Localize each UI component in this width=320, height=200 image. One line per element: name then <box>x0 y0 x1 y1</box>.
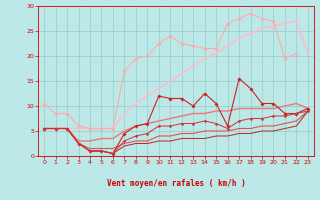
X-axis label: Vent moyen/en rafales ( km/h ): Vent moyen/en rafales ( km/h ) <box>107 179 245 188</box>
